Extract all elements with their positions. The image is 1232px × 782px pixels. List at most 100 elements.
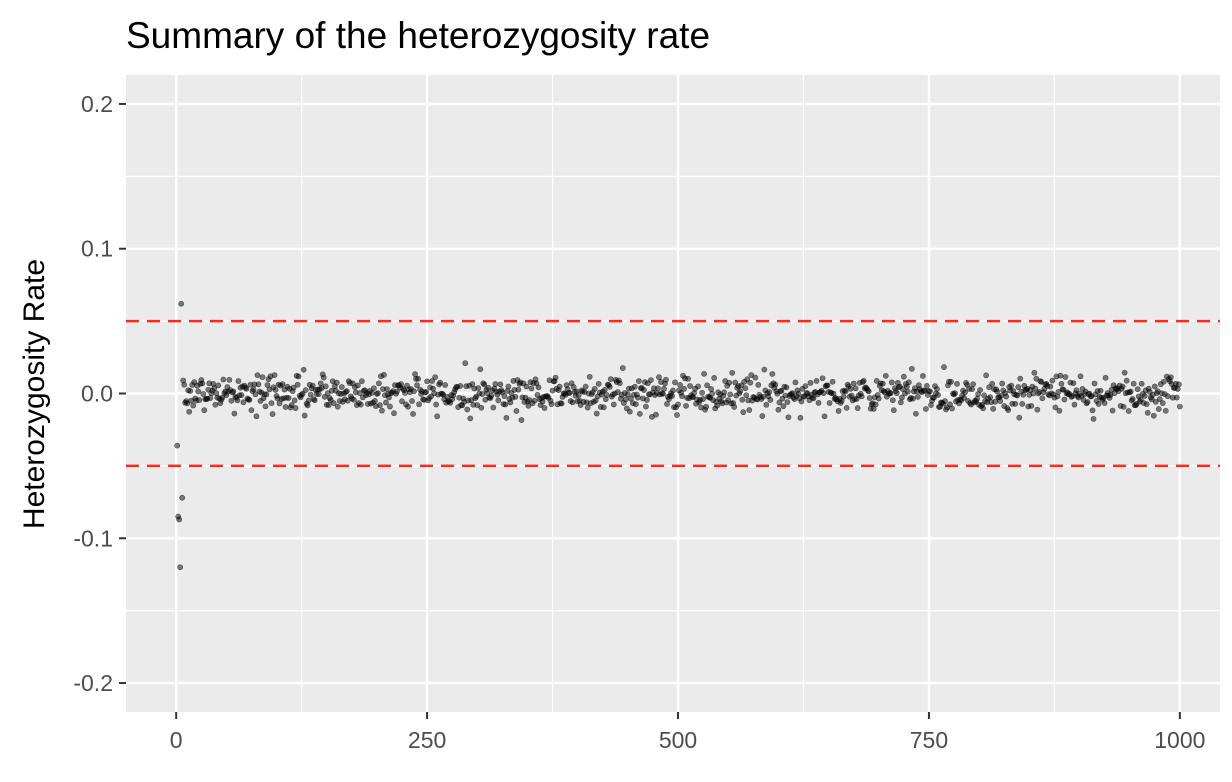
data-point (1120, 403, 1127, 410)
data-point (743, 392, 750, 399)
data-point (464, 406, 471, 413)
data-point (634, 394, 641, 401)
data-point (1028, 403, 1035, 409)
data-point (1077, 373, 1084, 380)
data-point (528, 385, 535, 392)
data-point (679, 393, 685, 399)
data-point (783, 384, 790, 391)
data-point (309, 382, 316, 389)
data-point (317, 380, 324, 387)
data-point (763, 401, 770, 408)
data-point (1039, 395, 1046, 402)
data-point (714, 402, 721, 409)
y-tick-label: -0.2 (73, 670, 113, 696)
data-point (740, 409, 747, 416)
data-point (304, 402, 311, 409)
data-point (552, 374, 559, 381)
data-point (1159, 400, 1166, 406)
data-point (708, 386, 715, 392)
data-point (1015, 384, 1022, 390)
data-point (1152, 398, 1159, 405)
data-point (1049, 377, 1056, 384)
data-point (523, 383, 530, 390)
data-point (429, 378, 436, 384)
data-point (1129, 396, 1136, 402)
data-point (220, 376, 227, 383)
data-point (1084, 399, 1091, 405)
data-point (798, 398, 805, 405)
data-point (703, 403, 710, 410)
data-point (843, 404, 850, 411)
data-point (584, 404, 591, 411)
data-point (541, 405, 548, 411)
data-point (766, 389, 773, 396)
data-point (377, 402, 383, 409)
chart-title: Summary of the heterozygosity rate (126, 15, 710, 56)
data-point (285, 395, 292, 401)
data-point (1101, 400, 1108, 406)
data-point (434, 413, 441, 420)
data-point (199, 380, 206, 387)
data-point (700, 396, 707, 402)
x-tick-label: 0 (170, 727, 183, 753)
data-point (729, 369, 736, 376)
data-point (672, 379, 678, 386)
data-point (852, 385, 859, 392)
data-point (263, 391, 270, 398)
data-point (949, 405, 955, 412)
data-point (983, 372, 990, 379)
data-point (255, 381, 262, 388)
data-point (226, 376, 233, 383)
data-point (1097, 387, 1104, 394)
data-point (1167, 374, 1174, 381)
data-point (505, 383, 512, 390)
data-point (994, 388, 1001, 395)
data-point (737, 388, 744, 395)
data-point (593, 410, 600, 417)
data-point (1144, 409, 1151, 416)
data-point (1095, 401, 1102, 407)
data-point (635, 378, 642, 384)
data-point (1173, 394, 1180, 401)
data-point (272, 387, 279, 393)
data-point (893, 390, 900, 397)
data-point (685, 375, 691, 382)
data-point (610, 401, 617, 408)
data-point (858, 393, 865, 400)
data-point (890, 407, 897, 414)
data-point (394, 388, 400, 395)
data-point (1052, 404, 1059, 411)
data-point (558, 400, 565, 407)
data-point (1109, 407, 1116, 414)
data-point (746, 407, 753, 413)
data-point (591, 385, 598, 392)
data-point (186, 408, 193, 415)
data-point (813, 378, 820, 384)
data-point (187, 388, 194, 394)
data-point (566, 390, 573, 396)
data-point (1155, 406, 1162, 412)
data-point (1125, 408, 1132, 414)
data-point (250, 386, 257, 393)
data-point (1057, 372, 1064, 379)
data-point (873, 377, 880, 384)
data-point (196, 397, 203, 403)
data-point (669, 393, 675, 399)
data-point (1038, 378, 1045, 385)
data-point (797, 414, 804, 421)
data-point (941, 364, 947, 371)
data-point (1176, 403, 1183, 410)
data-point (952, 390, 958, 397)
data-point (495, 397, 502, 404)
data-point (742, 385, 749, 392)
data-point (990, 405, 997, 412)
data-point (607, 376, 614, 383)
data-point (330, 400, 337, 407)
data-point (415, 375, 421, 382)
data-point (969, 386, 975, 393)
data-point (962, 389, 968, 396)
data-point (677, 382, 683, 388)
data-point (184, 400, 191, 407)
data-point (711, 374, 718, 381)
data-point (311, 397, 318, 404)
